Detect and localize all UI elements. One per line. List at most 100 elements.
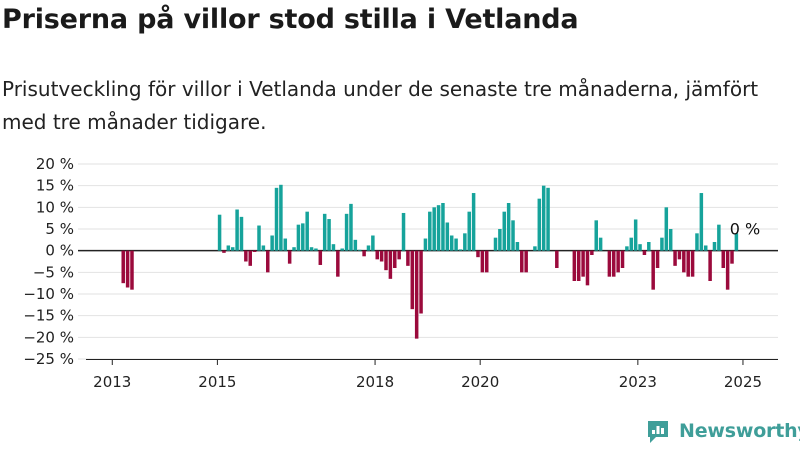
bar [511, 220, 515, 251]
bar [445, 222, 450, 251]
bar [432, 207, 436, 251]
y-tick-label: 5 % [45, 220, 74, 238]
bar [480, 250, 485, 273]
bar [541, 185, 546, 251]
bar [366, 245, 371, 251]
bar [318, 250, 323, 265]
bar [585, 250, 590, 286]
x-tick-label: 2023 [619, 373, 657, 391]
bar [638, 244, 642, 251]
bar [419, 250, 423, 314]
bar [375, 250, 379, 260]
bar [484, 250, 489, 273]
bar [493, 237, 498, 251]
bar [436, 205, 441, 251]
bar [406, 250, 410, 266]
bars [121, 184, 739, 339]
bar [590, 250, 594, 255]
bar [266, 250, 270, 273]
bar [305, 211, 309, 251]
bar [292, 247, 296, 251]
y-tick-label: −10 % [23, 285, 74, 303]
bar [344, 213, 349, 251]
bar [695, 233, 699, 251]
bar [607, 250, 612, 277]
bar [467, 211, 471, 251]
bar [257, 225, 261, 251]
bar [296, 224, 301, 251]
bar [270, 235, 274, 251]
bar [244, 250, 248, 262]
x-tick-label: 2015 [198, 373, 236, 391]
bar [502, 211, 507, 251]
bar [537, 198, 542, 251]
bar [682, 250, 686, 273]
newsworthy-logo-text: Newsworthy [679, 420, 800, 442]
bar [699, 193, 704, 251]
chart-title: Priserna på villor stod stilla i Vetland… [2, 4, 579, 35]
bar [371, 235, 375, 251]
bar [217, 214, 222, 251]
bar [533, 246, 537, 251]
bar [572, 250, 577, 281]
newsworthy-logo-icon [648, 421, 668, 443]
bar [616, 250, 620, 273]
bar [458, 249, 463, 251]
bar [340, 248, 344, 251]
bar [379, 250, 384, 262]
x-axis-labels: 2013 2015 2018 2020 2023 2025 [93, 373, 762, 391]
bar [301, 223, 305, 251]
bar [668, 229, 673, 251]
bar [349, 203, 353, 251]
bar [620, 250, 625, 268]
bar [721, 250, 725, 268]
bar [717, 224, 721, 251]
bar [664, 207, 669, 251]
chart-subtitle: Prisutveckling för villor i Vetlanda und… [2, 77, 759, 134]
y-tick-label: 0 % [45, 242, 74, 260]
bar [498, 229, 502, 251]
gridlines [78, 163, 778, 360]
bar [730, 250, 734, 264]
bar [230, 247, 235, 251]
bar [515, 242, 520, 251]
bar [287, 250, 292, 264]
bar [449, 235, 454, 251]
bar [261, 245, 266, 251]
bar [274, 187, 279, 251]
newsworthy-logo: Newsworthy [645, 418, 800, 444]
bar [642, 250, 647, 255]
bar [703, 245, 708, 251]
bar [384, 250, 388, 271]
bar [576, 250, 581, 281]
bar [283, 238, 288, 251]
bar [414, 250, 419, 339]
bar [629, 237, 634, 251]
bar [520, 250, 524, 273]
bar [388, 250, 393, 279]
y-tick-label: 10 % [36, 198, 74, 216]
bar [708, 250, 712, 281]
bar [353, 239, 358, 251]
bar [423, 238, 428, 251]
bar [357, 249, 362, 251]
bar [428, 211, 432, 251]
y-tick-label: −25 % [23, 350, 74, 368]
bar [397, 250, 401, 260]
bar [647, 242, 651, 251]
bar [555, 250, 559, 268]
bar [441, 203, 445, 251]
bar [130, 250, 134, 290]
bar [410, 250, 415, 310]
bar [454, 238, 458, 251]
y-axis-labels: 20 % 15 % 10 % 5 % 0 % −5 % −10 % −15 % −20 % −25… [23, 155, 74, 368]
bar [327, 219, 331, 251]
x-tick-label: 2013 [93, 373, 131, 391]
bar [546, 187, 550, 251]
bar [336, 250, 340, 277]
bar [331, 244, 336, 251]
bar [612, 250, 616, 277]
bar [655, 250, 660, 268]
bar [322, 213, 327, 251]
bar [226, 245, 231, 251]
